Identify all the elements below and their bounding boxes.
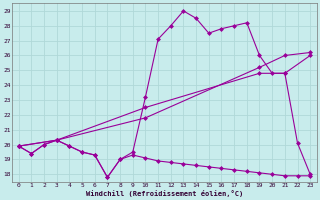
X-axis label: Windchill (Refroidissement éolien,°C): Windchill (Refroidissement éolien,°C): [86, 190, 243, 197]
